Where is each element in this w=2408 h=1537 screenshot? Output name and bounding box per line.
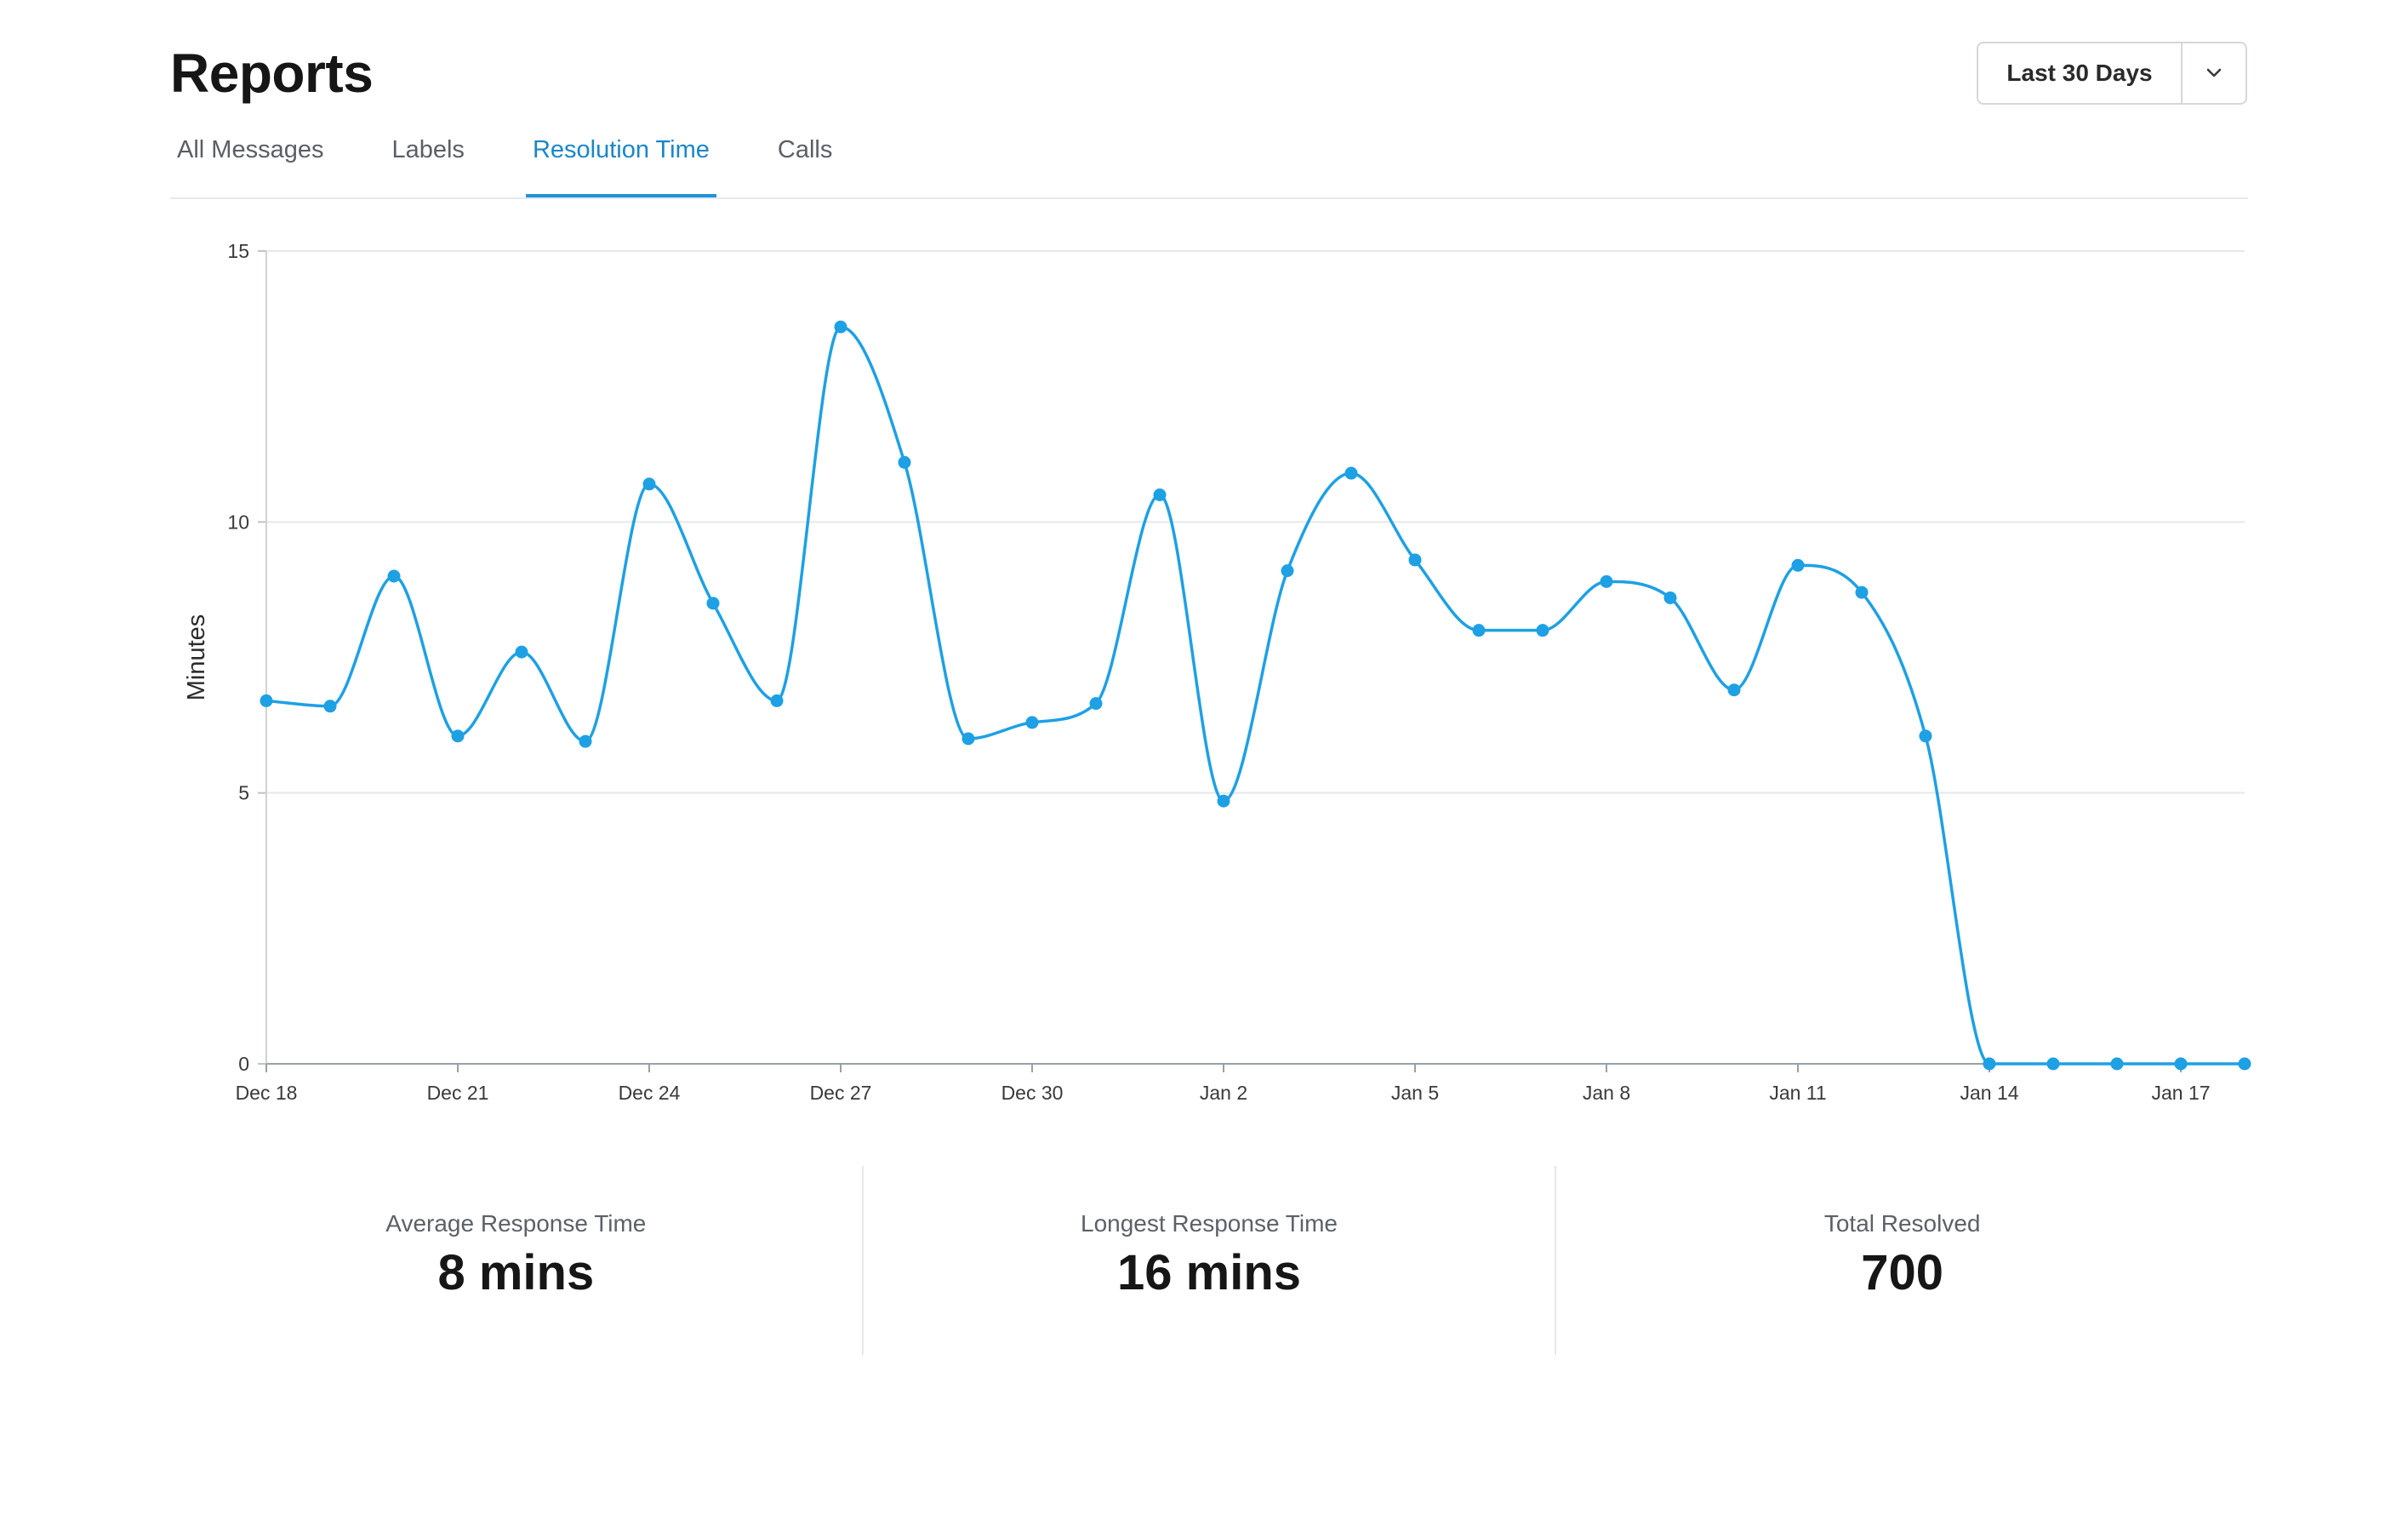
y-tick-label: 15 (227, 240, 249, 262)
x-tick-label: Dec 30 (1001, 1082, 1064, 1104)
stat-value: 700 (1861, 1245, 1944, 1300)
data-point (1663, 591, 1677, 604)
stat-longest-response-time: Longest Response Time 16 mins (861, 1166, 1555, 1355)
data-point (1217, 794, 1230, 808)
x-tick-label: Jan 8 (1583, 1082, 1630, 1104)
date-range-dropdown-button[interactable] (2183, 43, 2245, 103)
data-point (834, 320, 847, 334)
data-point (260, 694, 273, 707)
data-point (2110, 1057, 2124, 1071)
x-tick-label: Jan 2 (1200, 1082, 1247, 1104)
tab-labels[interactable]: Labels (391, 136, 465, 163)
page-title: Reports (170, 43, 374, 104)
y-tick-label: 0 (238, 1053, 249, 1075)
data-point (1408, 553, 1422, 567)
y-tick-label: 10 (227, 511, 249, 533)
x-tick-label: Jan 5 (1391, 1082, 1439, 1104)
data-point (1727, 683, 1741, 697)
data-point (706, 597, 720, 610)
data-point (2238, 1057, 2251, 1071)
stat-label: Longest Response Time (1081, 1210, 1338, 1237)
data-point (579, 734, 592, 748)
data-point (1536, 624, 1549, 637)
x-tick-label: Dec 18 (236, 1082, 298, 1104)
data-point (642, 477, 656, 491)
report-tabs: All Messages Labels Resolution Time Call… (170, 124, 2248, 199)
data-point (1919, 729, 1932, 743)
data-point (387, 569, 401, 583)
data-point (770, 694, 784, 707)
data-point (1472, 624, 1486, 637)
tab-calls[interactable]: Calls (777, 136, 833, 163)
data-point (1983, 1057, 1996, 1071)
data-point (1855, 586, 1869, 599)
x-tick-label: Jan 17 (2151, 1082, 2210, 1104)
y-tick-label: 5 (238, 782, 249, 804)
data-point (1089, 697, 1103, 711)
data-point (2046, 1057, 2060, 1071)
stat-label: Total Resolved (1823, 1210, 1981, 1237)
x-tick-label: Jan 14 (1960, 1082, 2018, 1104)
data-point (898, 455, 911, 469)
stat-label: Average Response Time (385, 1210, 647, 1237)
stat-value: 16 mins (1117, 1245, 1301, 1300)
data-point (961, 732, 975, 746)
x-tick-label: Jan 11 (1769, 1082, 1826, 1104)
date-range-label[interactable]: Last 30 Days (1978, 43, 2183, 103)
stats-summary: Average Response Time 8 mins Longest Res… (170, 1166, 2248, 1355)
x-tick-label: Dec 24 (619, 1082, 681, 1104)
data-point (515, 645, 528, 659)
stat-total-resolved: Total Resolved 700 (1555, 1166, 2248, 1355)
data-point (1153, 489, 1167, 501)
data-point (451, 729, 465, 743)
date-range-select[interactable]: Last 30 Days (1977, 42, 2247, 105)
stat-average-response-time: Average Response Time 8 mins (170, 1166, 862, 1355)
x-tick-label: Dec 27 (810, 1082, 872, 1104)
x-tick-label: Dec 21 (427, 1082, 489, 1104)
data-point (1281, 564, 1294, 578)
series-line (265, 325, 2245, 1066)
chevron-down-icon (2206, 68, 2222, 77)
data-point (1025, 716, 1039, 729)
stat-value: 8 mins (437, 1245, 595, 1300)
data-point (2174, 1057, 2188, 1071)
data-point (1344, 466, 1358, 480)
tab-all-messages[interactable]: All Messages (177, 136, 324, 163)
data-point (1600, 574, 1613, 588)
data-point (323, 700, 337, 713)
y-axis-title: Minutes (183, 614, 210, 701)
resolution-time-chart: 0 5 10 15 Dec 18 Dec 21 Dec 24 Dec 27 Dec 30 Jan … (183, 240, 2251, 1104)
tab-resolution-time[interactable]: Resolution Time (525, 124, 716, 197)
data-point (1791, 558, 1805, 572)
